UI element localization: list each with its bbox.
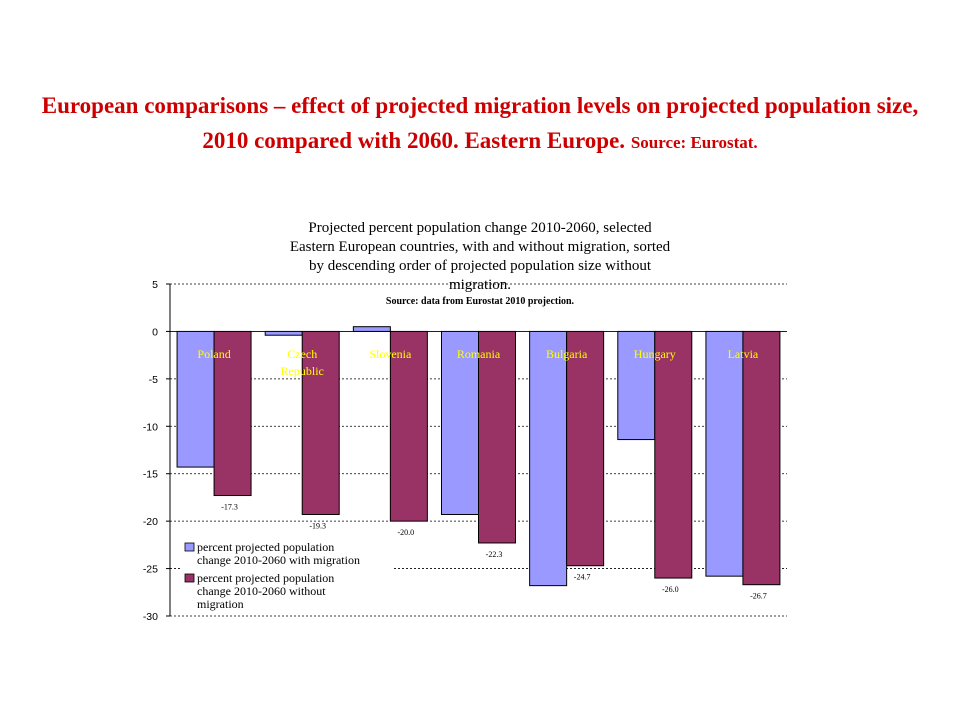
y-tick-label: 5 (152, 279, 158, 291)
chart-title-line: migration. (449, 277, 511, 293)
data-label: -19.3 (309, 522, 326, 531)
legend-label: change 2010-2060 with migration (197, 553, 360, 567)
data-label: -26.7 (750, 592, 767, 601)
y-tick-label: -20 (143, 516, 158, 528)
bar (705, 330, 744, 577)
category-label: Latvia (728, 347, 759, 361)
bar (264, 330, 303, 336)
category-label: Czech (287, 347, 317, 361)
category-label: Romania (457, 347, 501, 361)
chart-title-group: Projected percent population change 2010… (290, 220, 671, 307)
slide-title-text: European comparisons – effect of project… (41, 93, 919, 153)
legend-label: migration (197, 597, 244, 611)
bar (654, 330, 693, 579)
bar (566, 330, 605, 567)
bar (742, 330, 781, 586)
y-axis: 5 0 -5 -10 -15 -20 -25 -30 (143, 279, 171, 623)
data-label: -26.0 (662, 585, 679, 594)
chart-bars (176, 326, 781, 587)
bar (176, 330, 215, 468)
category-label: Slovenia (369, 347, 412, 361)
legend-label: percent projected population (197, 540, 334, 554)
category-label: Bulgaria (546, 347, 588, 361)
legend-swatch (184, 573, 195, 583)
y-tick-label: 0 (152, 326, 158, 338)
bar (617, 330, 656, 441)
slide-title: European comparisons – effect of project… (30, 88, 930, 160)
category-label: Poland (197, 347, 230, 361)
category-labels: Poland Czech Republic Slovenia Romania Bulgar… (197, 347, 759, 378)
bar (352, 326, 391, 332)
data-label: -22.3 (486, 550, 503, 559)
legend-box (180, 537, 392, 605)
bar (213, 330, 252, 497)
chart-subtitle: Source: data from Eurostat 2010 projecti… (386, 296, 575, 307)
chart-title-line: Projected percent population change 2010… (308, 220, 652, 236)
legend-label: change 2010-2060 without (197, 584, 326, 598)
bar (441, 330, 479, 516)
slide-title-source: Source: Eurostat. (630, 133, 758, 152)
y-tick-label: -5 (149, 374, 158, 386)
y-tick-label: -10 (143, 421, 158, 433)
y-tick-label: -30 (143, 611, 158, 623)
category-label: Hungary (634, 347, 676, 361)
bar (529, 330, 568, 587)
legend-label: percent projected population (197, 571, 334, 585)
bar (389, 330, 428, 522)
data-label: -24.7 (574, 573, 591, 582)
data-label: -20.0 (398, 528, 415, 537)
y-tick-label: -15 (143, 469, 158, 481)
bar (301, 330, 340, 516)
data-label: -17.3 (221, 503, 238, 512)
bar (478, 330, 516, 544)
legend-swatch (184, 542, 195, 552)
y-tick-label: -25 (143, 564, 158, 576)
chart-title-line: Eastern European countries, with and wit… (290, 239, 671, 255)
chart-title-line: by descending order of projected populat… (309, 258, 652, 274)
category-label: Republic (281, 364, 324, 378)
data-labels: -17.3 -19.3 -20.0 -22.3 -24.7 -26.0 -26.7 (221, 503, 767, 601)
